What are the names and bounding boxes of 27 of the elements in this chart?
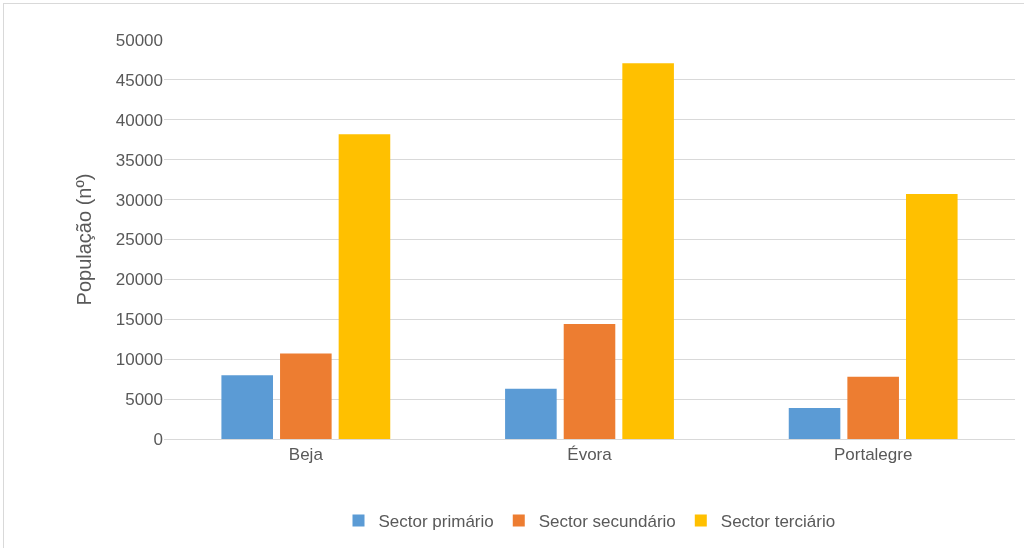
bar — [338, 134, 391, 439]
bar — [622, 63, 674, 439]
y-tick-label: 5000 — [125, 390, 163, 410]
bar — [906, 194, 958, 439]
legend-label: Sector primário — [378, 512, 494, 532]
y-tick-label: 25000 — [115, 230, 163, 250]
y-tick-label: 0 — [153, 429, 163, 449]
y-tick-label: 35000 — [115, 150, 163, 170]
bar — [788, 407, 841, 439]
y-tick-label: 45000 — [115, 70, 163, 90]
y-tick-label: 50000 — [115, 30, 163, 50]
bar — [505, 388, 557, 439]
y-tick-label: 30000 — [115, 190, 163, 210]
y-tick-label: 10000 — [115, 350, 163, 370]
y-axis-title: População (nº) — [73, 173, 96, 306]
bar — [221, 375, 273, 439]
x-tick-label: Portalegre — [833, 445, 913, 465]
legend-label: Sector secundário — [538, 512, 676, 532]
bar — [563, 324, 616, 439]
bar — [280, 353, 332, 439]
legend-label: Sector terciário — [720, 512, 836, 532]
x-tick-label: Beja — [288, 445, 324, 465]
bar — [847, 376, 899, 439]
y-tick-label: 20000 — [115, 270, 163, 290]
x-tick-label: Évora — [567, 445, 613, 465]
y-tick-label: 15000 — [115, 310, 163, 330]
y-tick-label: 40000 — [115, 110, 163, 130]
